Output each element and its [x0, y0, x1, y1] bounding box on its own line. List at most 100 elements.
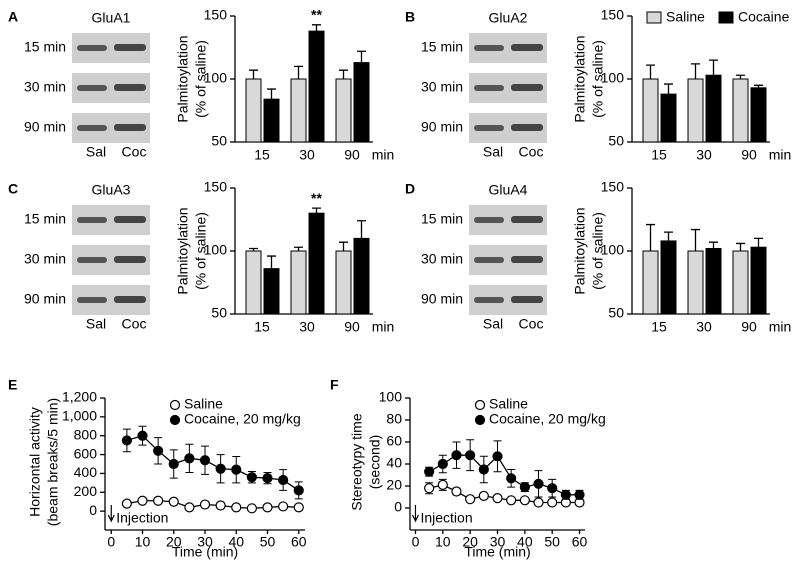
error-bar: [691, 63, 700, 79]
x-tick-label: 15: [254, 319, 270, 335]
blot-row-label: 15 min: [421, 39, 463, 55]
blot-band: [77, 257, 107, 263]
blot-band: [77, 85, 107, 91]
error-bar: [312, 24, 321, 32]
x-axis-label: min: [769, 147, 792, 163]
y-tick-label: 100: [601, 70, 625, 86]
blot-band: [474, 85, 504, 91]
data-point: [246, 472, 257, 483]
bar: [308, 212, 325, 315]
error-bar: [646, 223, 655, 251]
error-bar: [709, 241, 718, 249]
blot-band: [511, 216, 543, 223]
x-axis-label: min: [769, 319, 792, 335]
data-point: [215, 500, 226, 511]
y-tick-label: 150: [204, 7, 228, 23]
data-point: [547, 497, 558, 508]
y-tick-label: 50: [211, 133, 227, 149]
data-point: [574, 489, 585, 500]
x-tick-label: 40: [517, 534, 533, 550]
data-point: [451, 486, 462, 497]
data-point: [533, 478, 544, 489]
data-point: [506, 495, 517, 506]
error-bar: [709, 59, 718, 76]
significance-label: **: [311, 190, 322, 206]
blot-band: [77, 297, 107, 303]
blot-band: [114, 44, 146, 51]
legend-marker: [169, 399, 181, 411]
error-bar: [267, 88, 276, 100]
blot-title: GluA3: [92, 182, 131, 198]
blot-lane-label: Sal: [483, 144, 503, 160]
y-tick-label: 20: [386, 477, 402, 493]
blot-band: [511, 44, 543, 51]
y-axis-label: Stereotypy time: [349, 413, 365, 510]
legend-label: Cocaine: [738, 9, 790, 25]
blot-lane-label: Sal: [86, 316, 106, 332]
error-bar: [736, 242, 745, 251]
data-point: [492, 451, 503, 462]
bar: [732, 250, 749, 315]
blot-band: [511, 256, 543, 263]
y-axis-label: (second): [367, 435, 383, 489]
x-tick-label: 90: [741, 147, 757, 163]
error-bar: [267, 255, 276, 269]
significance-label: **: [311, 7, 322, 23]
data-point: [293, 502, 304, 513]
data-point: [121, 435, 132, 446]
y-axis-label: Palmitoylation: [175, 207, 191, 294]
injection-label: Injection: [420, 510, 472, 526]
y-tick-label: 100: [601, 242, 625, 258]
y-tick-label: 50: [608, 305, 624, 321]
legend-marker: [169, 414, 181, 426]
x-tick-label: 30: [299, 147, 315, 163]
y-axis-label: Horizontal activity: [27, 407, 43, 517]
y-tick-label: 100: [204, 242, 228, 258]
x-tick-label: 90: [344, 319, 360, 335]
data-point: [153, 445, 164, 456]
data-point: [137, 495, 148, 506]
injection-label: Injection: [116, 510, 168, 526]
blot-band: [474, 217, 504, 223]
blot-lane-label: Coc: [122, 144, 147, 160]
data-point: [278, 474, 289, 486]
bar: [642, 250, 659, 315]
blot-title: GluA1: [92, 10, 131, 26]
blot-band: [474, 297, 504, 303]
x-axis-label: min: [372, 319, 395, 335]
blot-lane-label: Coc: [519, 316, 544, 332]
data-point: [519, 495, 530, 506]
x-axis-label: Time (min): [464, 544, 530, 560]
blot-band: [114, 124, 146, 131]
error-bar: [736, 74, 745, 79]
data-point: [231, 464, 242, 475]
y-axis-label: (% of saline): [590, 212, 606, 290]
data-point: [199, 455, 211, 466]
blot-band: [114, 256, 146, 263]
legend-marker: [474, 414, 486, 426]
legend-marker: [474, 399, 486, 411]
x-tick-label: 30: [696, 319, 712, 335]
x-tick-label: 0: [107, 534, 115, 550]
y-tick-label: 50: [211, 305, 227, 321]
legend-label: Cocaine, 20 mg/kg: [489, 411, 606, 427]
error-bar: [754, 84, 763, 88]
blot-row-label: 30 min: [24, 251, 66, 267]
data-point: [506, 473, 517, 484]
legend-label: Saline: [489, 396, 528, 412]
panel-letter: C: [8, 181, 18, 197]
panel-letter: D: [405, 181, 415, 197]
error-bar: [664, 231, 673, 241]
x-tick-label: 90: [741, 319, 757, 335]
data-point: [184, 453, 195, 464]
y-tick-label: 50: [608, 133, 624, 149]
x-tick-label: 50: [260, 534, 276, 550]
error-bar: [249, 69, 258, 79]
error-bar: [339, 69, 348, 79]
y-axis-label: Palmitoylation: [175, 35, 191, 122]
bar: [353, 237, 370, 315]
error-bar: [357, 220, 366, 239]
blot-band: [474, 125, 504, 131]
blot-band: [77, 45, 107, 51]
x-tick-label: 60: [572, 534, 588, 550]
